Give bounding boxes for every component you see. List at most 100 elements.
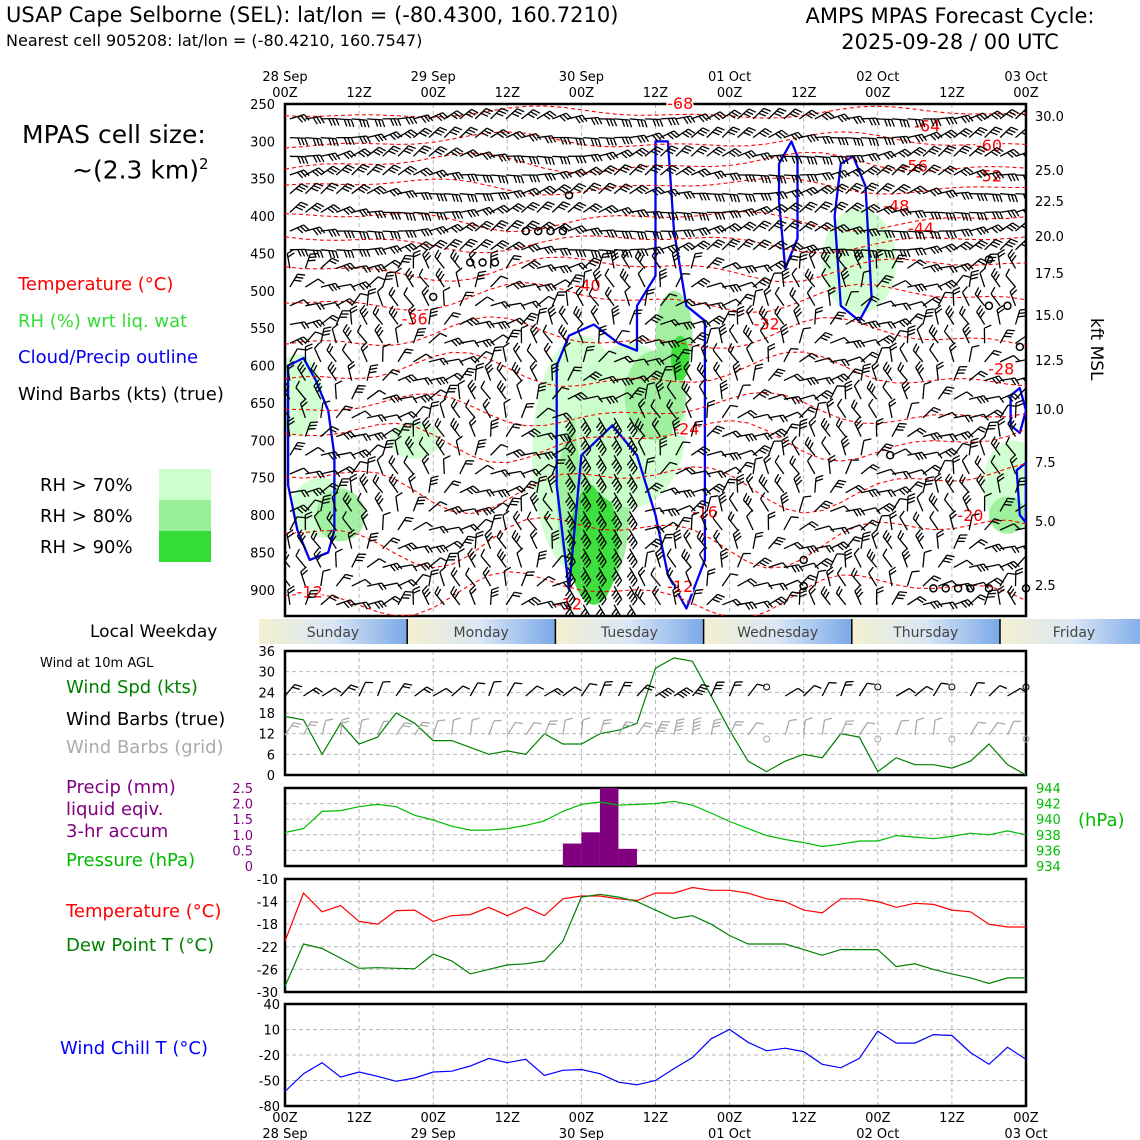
wind-barb [659,436,668,456]
wind-barb-feather [474,340,480,348]
wind-barb [397,374,418,384]
wind-barb-shaft [582,604,592,616]
wind-barb-feather [404,132,412,139]
wind-barb [637,435,646,456]
wind-barb-feather [803,327,812,330]
wind-barb-feather [512,133,520,140]
wind-barb-shaft [629,417,638,432]
wind-barb-shaft [489,421,493,437]
wind-barb-feather [612,376,619,383]
wind-barb-shaft [634,592,646,606]
wind-barb-feather [327,207,335,214]
temperature-contour [285,571,1026,616]
wind-barb-feather [682,170,690,176]
wind-barb-feather [423,145,432,150]
wind-barb-shaft [490,320,506,326]
wind-barb-feather [471,108,479,114]
wind-barb-feather [298,185,306,191]
wind-barb-shaft [660,244,675,251]
wind-barb-feather [335,548,343,554]
wind-barb-feather [568,464,575,472]
wind-barb [798,220,818,232]
wind-barb-feather [374,265,381,273]
wind-barb-feather [899,119,903,128]
temperature-contour-label: -32 [754,315,780,334]
wind-barb-feather [465,567,470,575]
wind-barb [310,362,322,382]
wind-barb-feather [630,614,636,616]
wind-barb [644,230,664,240]
wind-barb-shaft [845,316,860,326]
wind-barb-feather [791,591,800,594]
wind-barb-feather [544,247,550,255]
wind-barb [675,190,696,200]
wind-barb-feather [821,436,827,444]
wind-barb-feather [626,608,633,616]
wind-barb [351,292,369,307]
wind-barb-feather [549,479,557,486]
wind-barb-shaft [320,152,336,157]
wind-barb-feather [528,174,534,183]
wind-barb-feather [486,296,495,302]
wind-barb-feather [304,156,309,164]
wind-barb [289,516,305,531]
wind-barb [327,529,337,550]
wind-barb-feather [396,231,401,240]
wind-barb [583,227,603,237]
wind-barb-shaft [459,367,469,381]
wind-barb-shaft [598,350,610,363]
wind-barb [342,324,353,344]
wind-barb [475,193,494,202]
wind-barb [558,305,569,325]
wind-barb [644,118,664,127]
wind-barb-shaft [511,536,523,550]
wind-barb-feather [637,398,644,405]
wind-barb-feather [815,306,824,311]
wind-barb-feather [531,301,538,309]
wind-barb-feather [637,566,644,574]
wind-barb [320,450,341,460]
wind-barb-feather [297,516,305,519]
wind-barb-feather [782,274,790,280]
wind-barb-feather [331,426,340,431]
wind-barb [791,267,800,288]
wind-barb-shaft [366,276,379,288]
wind-barb [304,252,318,269]
wind-barb-feather [560,327,566,335]
wind-barb-feather [411,411,418,418]
wind-barb-feather [653,588,660,596]
wind-barb [736,384,751,400]
wind-barb [551,386,570,400]
wind-barb-shaft [706,402,709,418]
wind-barb [675,145,694,157]
wind-barb [626,548,638,569]
wind-barb-feather [621,209,628,216]
wind-barb-feather [404,545,412,552]
wind-barb-feather [455,435,463,442]
wind-barb-feather [570,542,576,550]
wind-barb-shaft [783,423,793,437]
wind-barb-feather [528,156,533,165]
wind-barb-feather [594,270,601,277]
wind-barb-feather [364,410,372,417]
wind-barb [706,239,726,251]
wind-barb-feather [890,346,898,352]
wind-barb-shaft [804,275,816,288]
wind-barb [626,529,638,550]
wind-barb [413,241,433,251]
wind-barb-feather [361,282,369,289]
wind-barb-feather [435,436,441,444]
wind-barb-feather [511,332,520,335]
wind-barb-feather [564,589,571,597]
wind-barb-feather [490,421,499,426]
wind-barb-feather [466,538,474,542]
wind-barb-feather [422,248,429,256]
wind-barb-feather [532,220,540,225]
wind-barb-feather [374,434,381,441]
wind-barb [320,400,331,418]
wind-barb-feather [502,342,510,348]
wind-barb [428,389,448,400]
wind-barb [313,510,322,531]
wind-barb-shaft [443,372,458,382]
wind-barb-feather [518,241,526,248]
